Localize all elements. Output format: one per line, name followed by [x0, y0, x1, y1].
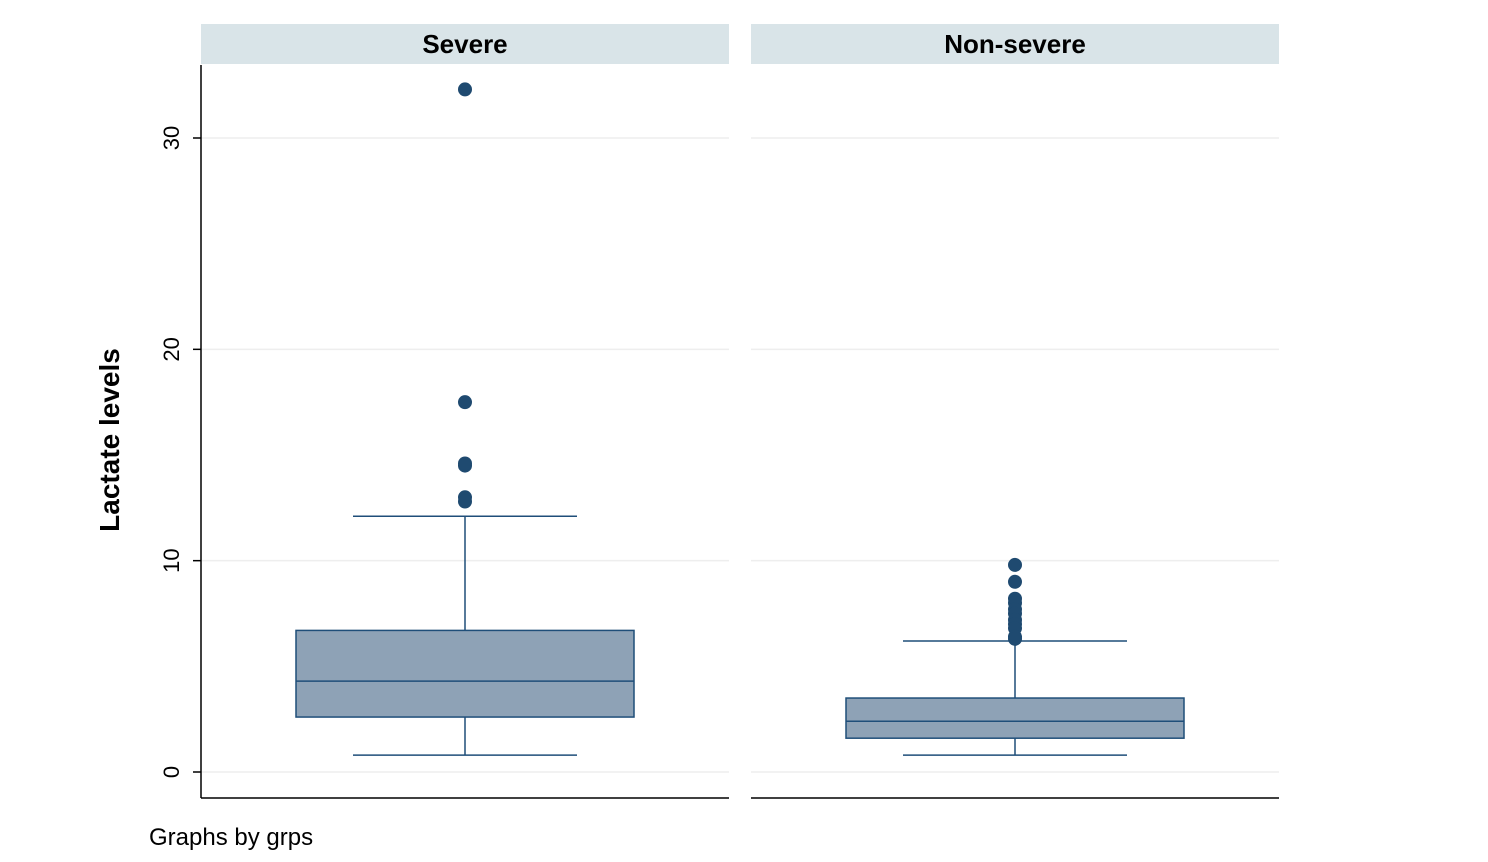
outlier-point: [458, 395, 472, 410]
outlier-point: [1008, 557, 1022, 572]
y-axis: 0 10 20 30: [159, 65, 202, 798]
iqr-box: [845, 697, 1185, 739]
y-tick-label: 0: [159, 766, 184, 778]
y-axis-label: Lactate levels: [94, 348, 125, 532]
outlier-point: [1008, 574, 1022, 589]
y-tick-label: 30: [159, 126, 184, 150]
iqr-box: [295, 629, 635, 718]
graph-note: Graphs by grps: [149, 824, 313, 851]
outlier-point: [458, 456, 472, 471]
outlier-point: [458, 82, 472, 97]
y-tick-label: 10: [159, 548, 184, 572]
outlier-point: [1008, 631, 1022, 646]
y-tick-label: 20: [159, 337, 184, 361]
panel-title: Severe: [422, 29, 507, 59]
panel-header: [201, 24, 729, 64]
panels-layer: Severe Non-severe: [201, 24, 1279, 799]
panel-title: Non-severe: [944, 29, 1086, 59]
panel-header: [751, 24, 1279, 64]
panel-non-severe: Non-severe: [751, 24, 1279, 799]
panel-severe: Severe: [201, 24, 729, 799]
outlier-point: [458, 494, 472, 509]
